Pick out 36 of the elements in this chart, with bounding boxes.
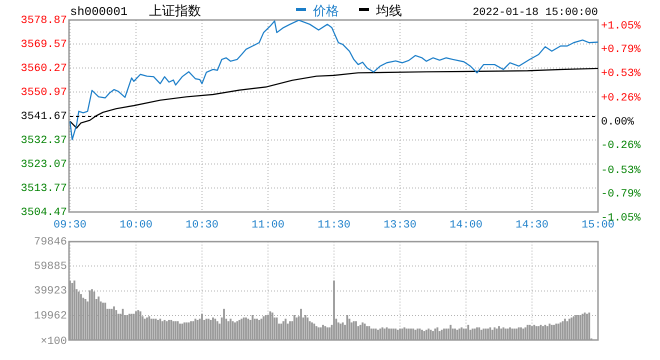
y-tick-label: 3523.07 bbox=[20, 158, 67, 171]
y2-tick-label: -0.79% bbox=[601, 188, 642, 201]
x-tick-label: 11:30 bbox=[317, 220, 351, 232]
text: 2022-01-18 15:00:00 bbox=[472, 7, 598, 19]
chart-title: 上证指数 bbox=[149, 4, 201, 19]
x-tick-label: 15:00 bbox=[581, 220, 615, 232]
y-tick-label: 79846 bbox=[34, 236, 67, 249]
y-axis-title: ×100 bbox=[40, 336, 67, 348]
y-tick-label: 3550.97 bbox=[20, 86, 67, 99]
x-tick-label: 14:30 bbox=[515, 220, 549, 232]
x-tick-label: 13:30 bbox=[383, 220, 417, 232]
y2-tick-label: -0.26% bbox=[601, 140, 642, 152]
y-tick-label: 3541.67 bbox=[20, 110, 67, 123]
y2-tick-label: +0.26% bbox=[601, 92, 642, 105]
y2-tick-label: -0.53% bbox=[601, 164, 642, 177]
y-tick-label: 3504.47 bbox=[20, 206, 67, 219]
y2-tick-label: 0.00% bbox=[601, 116, 634, 128]
x-tick-label: 11:00 bbox=[251, 220, 285, 232]
y2-tick-label: +1.05% bbox=[601, 20, 642, 32]
y-tick-label: 3560.27 bbox=[20, 62, 67, 75]
legend-label: 价格 bbox=[312, 4, 339, 19]
x-tick-label: 10:30 bbox=[185, 220, 219, 232]
x-tick-label: 10:00 bbox=[119, 220, 153, 232]
y-tick-label: 59885 bbox=[34, 261, 67, 274]
legend-label: 均线 bbox=[375, 4, 402, 19]
x-tick-label: 09:30 bbox=[53, 220, 87, 232]
y-tick-label: 3532.37 bbox=[20, 134, 67, 147]
y-tick-label: 3569.57 bbox=[20, 38, 67, 51]
y-tick-label: 3513.77 bbox=[20, 182, 67, 195]
y2-tick-label: +0.79% bbox=[601, 44, 642, 56]
y-tick-label: 39923 bbox=[34, 286, 67, 298]
y-tick-label: 3578.87 bbox=[20, 14, 67, 27]
y2-tick-label: +0.53% bbox=[601, 68, 642, 80]
y-tick-label: 19962 bbox=[34, 310, 67, 322]
chart-subtitle: sh000001 bbox=[70, 5, 128, 19]
x-tick-label: 14:00 bbox=[449, 220, 483, 232]
